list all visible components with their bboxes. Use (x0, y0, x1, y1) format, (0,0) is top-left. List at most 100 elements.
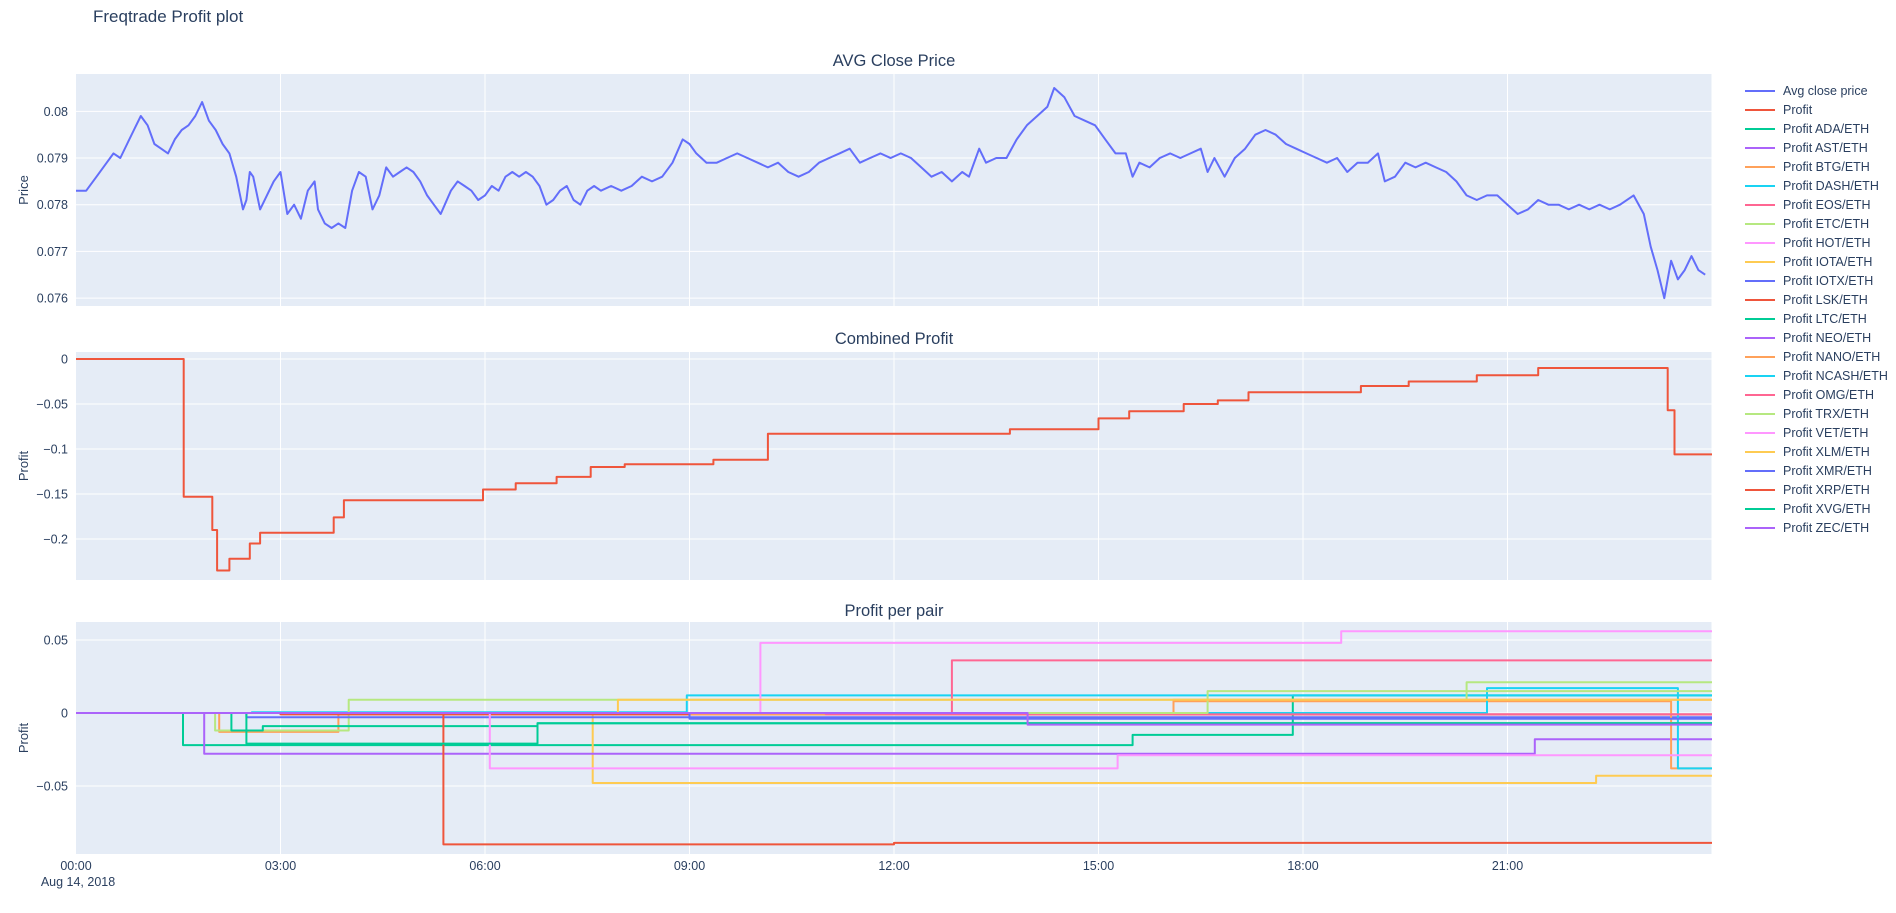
legend-item-profit-nano-eth[interactable]: Profit NANO/ETH (1745, 347, 1888, 366)
y-axis-title-profit-2: Profit (16, 722, 31, 753)
legend-item-profit-dash-eth[interactable]: Profit DASH/ETH (1745, 176, 1888, 195)
subplot-1: 0 −0.05 −0.1 −0.15 −0.2 (36, 352, 1713, 580)
charts-layer: 0.08 0.079 0.078 0.077 0.076 0 −0.05 −0.1 −0.15 −… (36, 74, 1713, 873)
y-tick-label: −0.1 (43, 442, 68, 456)
legend-item-profit[interactable]: Profit (1745, 100, 1888, 119)
y-tick-label: 0.05 (44, 633, 68, 647)
subplot-title-profit-per-pair: Profit per pair (844, 602, 944, 620)
legend-label: Profit NCASH/ETH (1783, 368, 1888, 383)
legend-swatch-line (1745, 146, 1775, 149)
x-tick-label: 09:00 (674, 859, 705, 873)
legend-swatch-line (1745, 127, 1775, 130)
legend-label: Profit ZEC/ETH (1783, 520, 1870, 535)
legend-label: Profit AST/ETH (1783, 140, 1868, 155)
y-tick-label: −0.05 (36, 398, 68, 412)
legend-swatch-line (1745, 393, 1775, 396)
legend-item-profit-iota-eth[interactable]: Profit IOTA/ETH (1745, 252, 1888, 271)
y-tick-label: −0.15 (36, 487, 68, 501)
legend-item-profit-hot-eth[interactable]: Profit HOT/ETH (1745, 233, 1888, 252)
legend-item-profit-xmr-eth[interactable]: Profit XMR/ETH (1745, 461, 1888, 480)
legend-item-profit-vet-eth[interactable]: Profit VET/ETH (1745, 423, 1888, 442)
legend-item-profit-trx-eth[interactable]: Profit TRX/ETH (1745, 404, 1888, 423)
legend-swatch-line (1745, 89, 1775, 92)
legend-label: Profit OMG/ETH (1783, 387, 1874, 402)
series-line-profit-zec-eth (76, 712, 1712, 726)
legend: Avg close price Profit Profit ADA/ETH Profi… (1745, 81, 1888, 537)
legend-label: Profit NANO/ETH (1783, 349, 1881, 364)
legend-label: Profit XVG/ETH (1783, 501, 1871, 516)
legend-item-profit-neo-eth[interactable]: Profit NEO/ETH (1745, 328, 1888, 347)
legend-swatch-line (1745, 469, 1775, 472)
x-tick-label: 12:00 (878, 859, 909, 873)
legend-item-profit-xrp-eth[interactable]: Profit XRP/ETH (1745, 480, 1888, 499)
legend-label: Profit (1783, 102, 1813, 117)
legend-swatch-line (1745, 222, 1775, 225)
legend-item-profit-ltc-eth[interactable]: Profit LTC/ETH (1745, 309, 1888, 328)
legend-item-profit-eos-eth[interactable]: Profit EOS/ETH (1745, 195, 1888, 214)
x-tick-label: 00:00 (60, 859, 91, 873)
legend-item-profit-lsk-eth[interactable]: Profit LSK/ETH (1745, 290, 1888, 309)
legend-item-profit-etc-eth[interactable]: Profit ETC/ETH (1745, 214, 1888, 233)
legend-item-profit-zec-eth[interactable]: Profit ZEC/ETH (1745, 518, 1888, 537)
y-tick-label: 0.077 (37, 245, 68, 259)
x-tick-label: 18:00 (1287, 859, 1318, 873)
legend-item-profit-btg-eth[interactable]: Profit BTG/ETH (1745, 157, 1888, 176)
y-axis-title-price: Price (16, 175, 31, 205)
legend-item-profit-ada-eth[interactable]: Profit ADA/ETH (1745, 119, 1888, 138)
y-tick-label: 0.078 (37, 198, 68, 212)
legend-item-profit-xvg-eth[interactable]: Profit XVG/ETH (1745, 499, 1888, 518)
legend-label: Profit BTG/ETH (1783, 159, 1870, 174)
legend-swatch-line (1745, 279, 1775, 282)
legend-label: Profit ETC/ETH (1783, 216, 1870, 231)
y-tick-label: 0.076 (37, 292, 68, 306)
y-axis-title-profit-1: Profit (16, 450, 31, 481)
legend-swatch-line (1745, 241, 1775, 244)
legend-label: Profit VET/ETH (1783, 425, 1869, 440)
series-line-profit (76, 358, 1712, 572)
legend-label: Profit IOTA/ETH (1783, 254, 1873, 269)
series-line-profit-ncash-eth (76, 687, 1712, 770)
x-tick-label: 03:00 (265, 859, 296, 873)
legend-swatch-line (1745, 412, 1775, 415)
y-tick-label: 0 (61, 706, 68, 720)
legend-swatch-line (1745, 260, 1775, 263)
x-axis-date-label: Aug 14, 2018 (41, 875, 115, 889)
legend-swatch-line (1745, 298, 1775, 301)
legend-label: Profit XRP/ETH (1783, 482, 1870, 497)
x-tick-label: 15:00 (1083, 859, 1114, 873)
legend-label: Profit DASH/ETH (1783, 178, 1879, 193)
subplot-title-avg-close-price: AVG Close Price (833, 52, 956, 70)
legend-swatch-line (1745, 108, 1775, 111)
legend-swatch-line (1745, 488, 1775, 491)
legend-label: Profit XLM/ETH (1783, 444, 1870, 459)
legend-label: Profit LTC/ETH (1783, 311, 1867, 326)
y-tick-label: 0 (61, 353, 68, 367)
subplot-0: 0.08 0.079 0.078 0.077 0.076 (37, 74, 1713, 306)
legend-item-profit-ncash-eth[interactable]: Profit NCASH/ETH (1745, 366, 1888, 385)
subplot-2: 0.05 0 −0.05 (36, 622, 1713, 854)
y-tick-label: 0.079 (37, 152, 68, 166)
subplot-title-combined-profit: Combined Profit (835, 330, 954, 348)
legend-label: Profit TRX/ETH (1783, 406, 1869, 421)
legend-swatch-line (1745, 526, 1775, 529)
page-title: Freqtrade Profit plot (93, 7, 244, 26)
legend-swatch-line (1745, 450, 1775, 453)
legend-item-profit-ast-eth[interactable]: Profit AST/ETH (1745, 138, 1888, 157)
legend-item-profit-xlm-eth[interactable]: Profit XLM/ETH (1745, 442, 1888, 461)
legend-swatch-line (1745, 336, 1775, 339)
legend-label: Profit EOS/ETH (1783, 197, 1871, 212)
legend-label: Profit NEO/ETH (1783, 330, 1872, 345)
x-tick-label: 06:00 (469, 859, 500, 873)
y-tick-label: −0.2 (43, 532, 68, 546)
legend-item-profit-iotx-eth[interactable]: Profit IOTX/ETH (1745, 271, 1888, 290)
legend-item-avg-close-price[interactable]: Avg close price (1745, 81, 1888, 100)
legend-label: Profit IOTX/ETH (1783, 273, 1874, 288)
legend-swatch-line (1745, 355, 1775, 358)
legend-swatch-line (1745, 203, 1775, 206)
y-tick-label: 0.08 (44, 105, 68, 119)
legend-label: Profit ADA/ETH (1783, 121, 1870, 136)
legend-swatch-line (1745, 507, 1775, 510)
legend-item-profit-omg-eth[interactable]: Profit OMG/ETH (1745, 385, 1888, 404)
series-line-avg-close-price (76, 87, 1706, 300)
